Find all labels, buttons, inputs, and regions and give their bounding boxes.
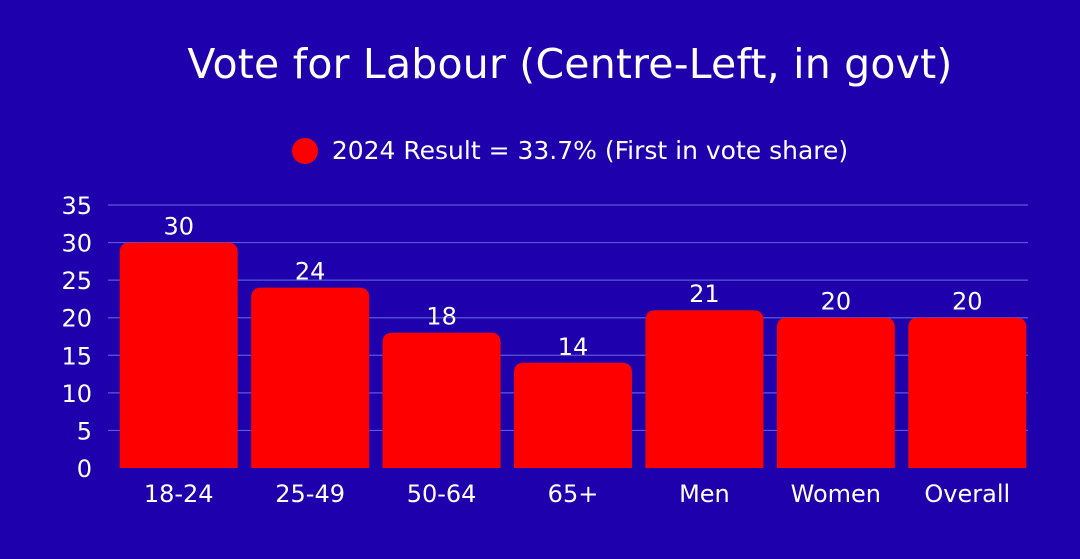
data-label: 20 xyxy=(952,288,983,316)
bar-women xyxy=(776,317,895,468)
bar-overall xyxy=(908,317,1027,468)
bar-50-64 xyxy=(382,332,501,468)
x-axis-categories: 18-24 25-49 50-64 65+ Men Women Overall xyxy=(144,480,1010,508)
x-category-label: Women xyxy=(791,480,881,508)
y-tick-label: 20 xyxy=(61,305,92,333)
x-category-label: 18-24 xyxy=(144,480,214,508)
y-tick-label: 15 xyxy=(61,342,92,370)
bars xyxy=(119,242,1027,468)
x-category-label: 65+ xyxy=(548,480,599,508)
y-tick-label: 30 xyxy=(61,230,92,258)
data-label: 30 xyxy=(163,213,194,241)
x-category-label: 50-64 xyxy=(407,480,477,508)
y-tick-label: 10 xyxy=(61,380,92,408)
chart-title: Vote for Labour (Centre-Left, in govt) xyxy=(187,40,953,88)
x-category-label: Men xyxy=(679,480,730,508)
data-label: 14 xyxy=(558,333,589,361)
bar-65+ xyxy=(514,362,632,468)
data-label: 20 xyxy=(821,288,852,316)
bar-18-24 xyxy=(119,242,238,468)
y-tick-label: 0 xyxy=(77,455,92,483)
data-label: 18 xyxy=(426,303,457,331)
legend-label: 2024 Result = 33.7% (First in vote share… xyxy=(331,136,849,165)
legend: 2024 Result = 33.7% (First in vote share… xyxy=(0,136,1080,165)
data-labels: 30 24 18 14 21 20 20 xyxy=(163,213,982,361)
x-category-label: Overall xyxy=(924,480,1010,508)
y-tick-label: 25 xyxy=(61,267,92,295)
bar-25-49 xyxy=(251,287,370,468)
x-category-label: 25-49 xyxy=(275,480,345,508)
bar-men xyxy=(645,310,764,468)
data-label: 21 xyxy=(689,280,720,308)
y-axis-ticks: 0 5 10 15 20 25 30 35 xyxy=(61,192,92,483)
y-tick-label: 5 xyxy=(77,417,92,445)
legend-swatch-icon xyxy=(291,137,318,164)
y-tick-label: 35 xyxy=(61,192,92,220)
data-label: 24 xyxy=(295,258,326,286)
